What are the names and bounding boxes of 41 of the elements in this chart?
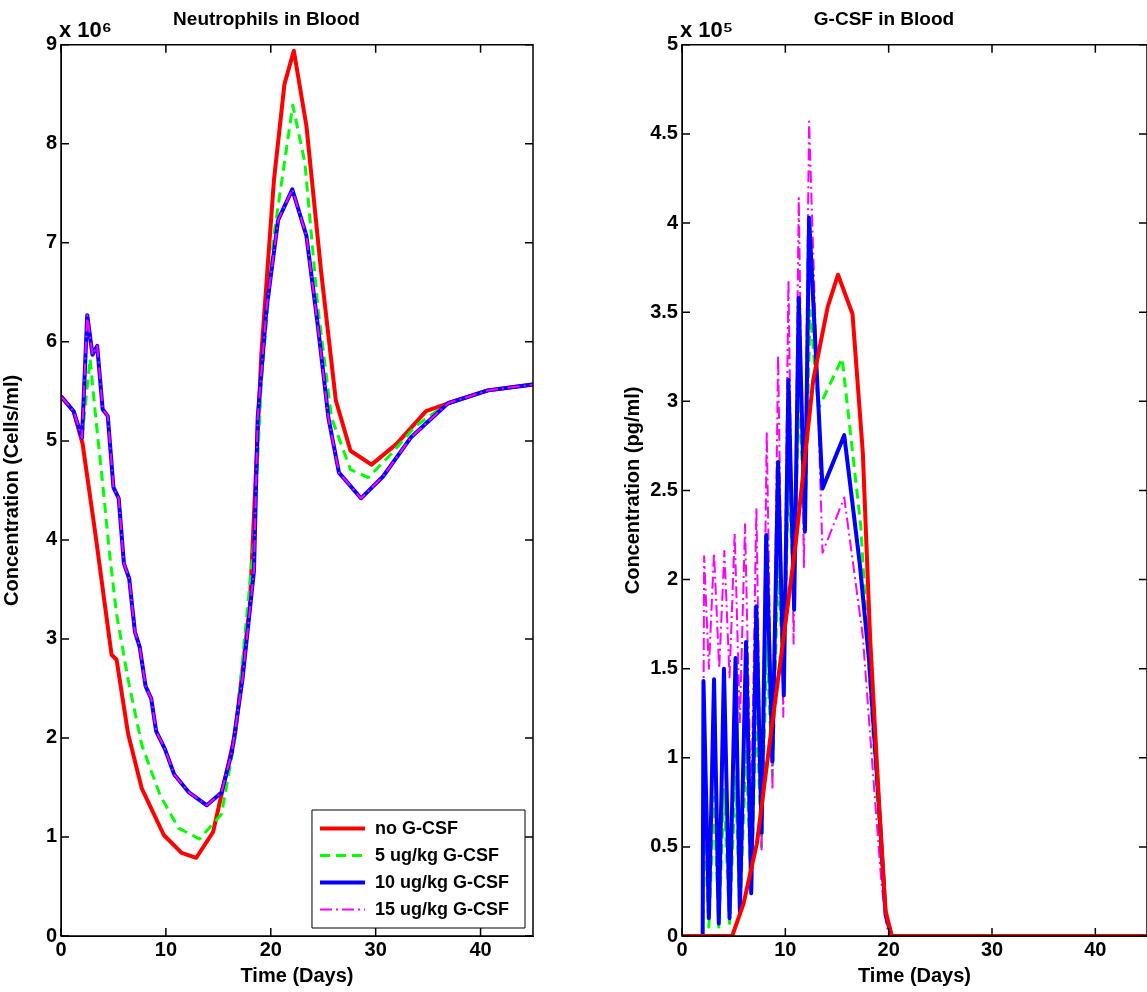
y-tick-label: 8 [45,131,57,154]
x-tick-label: 30 [980,937,1004,960]
x-tick-label: 20 [259,937,282,960]
y-tick-label: 3.5 [650,299,678,322]
y-tick-label: 3 [666,388,678,411]
x-tick-label: 40 [1084,937,1107,960]
y-tick-label: 3 [45,626,57,649]
y-tick-label: 0 [666,923,678,946]
x-tick-label: 10 [154,937,178,960]
x-axis-title: Time (Days) [240,963,354,986]
y-tick-label: 2.5 [650,477,678,500]
x-axis-title: Time (Days) [857,963,972,986]
y-tick-label: 4 [666,210,679,233]
legend-label: 5 ug/kg G-CSF [374,845,499,866]
x-tick-label: 40 [469,937,492,960]
chart-title: G-CSF in Blood [813,7,955,29]
legend-label: 15 ug/kg G-CSF [374,899,509,920]
text: x 10⁵ [680,16,734,42]
y-tick-label: 1.5 [650,656,678,679]
y-tick-label: 2 [666,567,678,590]
y-tick-label: 6 [45,329,57,352]
x-tick-label: 30 [364,937,387,960]
y-tick-label: 2 [45,725,57,748]
y-tick-label: 9 [45,32,57,55]
y-tick-label: 4 [45,527,58,550]
y-tick-label: 0 [45,923,57,946]
x-tick-label: 20 [877,937,900,960]
legend-label: 10 ug/kg G-CSF [374,872,509,893]
y-axis-title: Concentration (pg/ml) [620,386,643,595]
y-tick-label: 5 [45,428,57,451]
y-tick-label: 1 [666,745,678,768]
y-tick-label: 0.5 [650,834,678,857]
y-axis-title: Concentration (Cells/ml) [0,374,22,606]
legend-label: no G-CSF [374,818,458,839]
chart-title: Neutrophils in Blood [173,7,360,29]
text: x 10⁶ [59,16,112,42]
y-tick-label: 5 [666,32,678,55]
y-tick-label: 7 [45,230,57,253]
y-tick-label: 4.5 [650,121,678,144]
x-tick-label: 10 [774,937,797,960]
y-tick-label: 1 [45,824,57,847]
